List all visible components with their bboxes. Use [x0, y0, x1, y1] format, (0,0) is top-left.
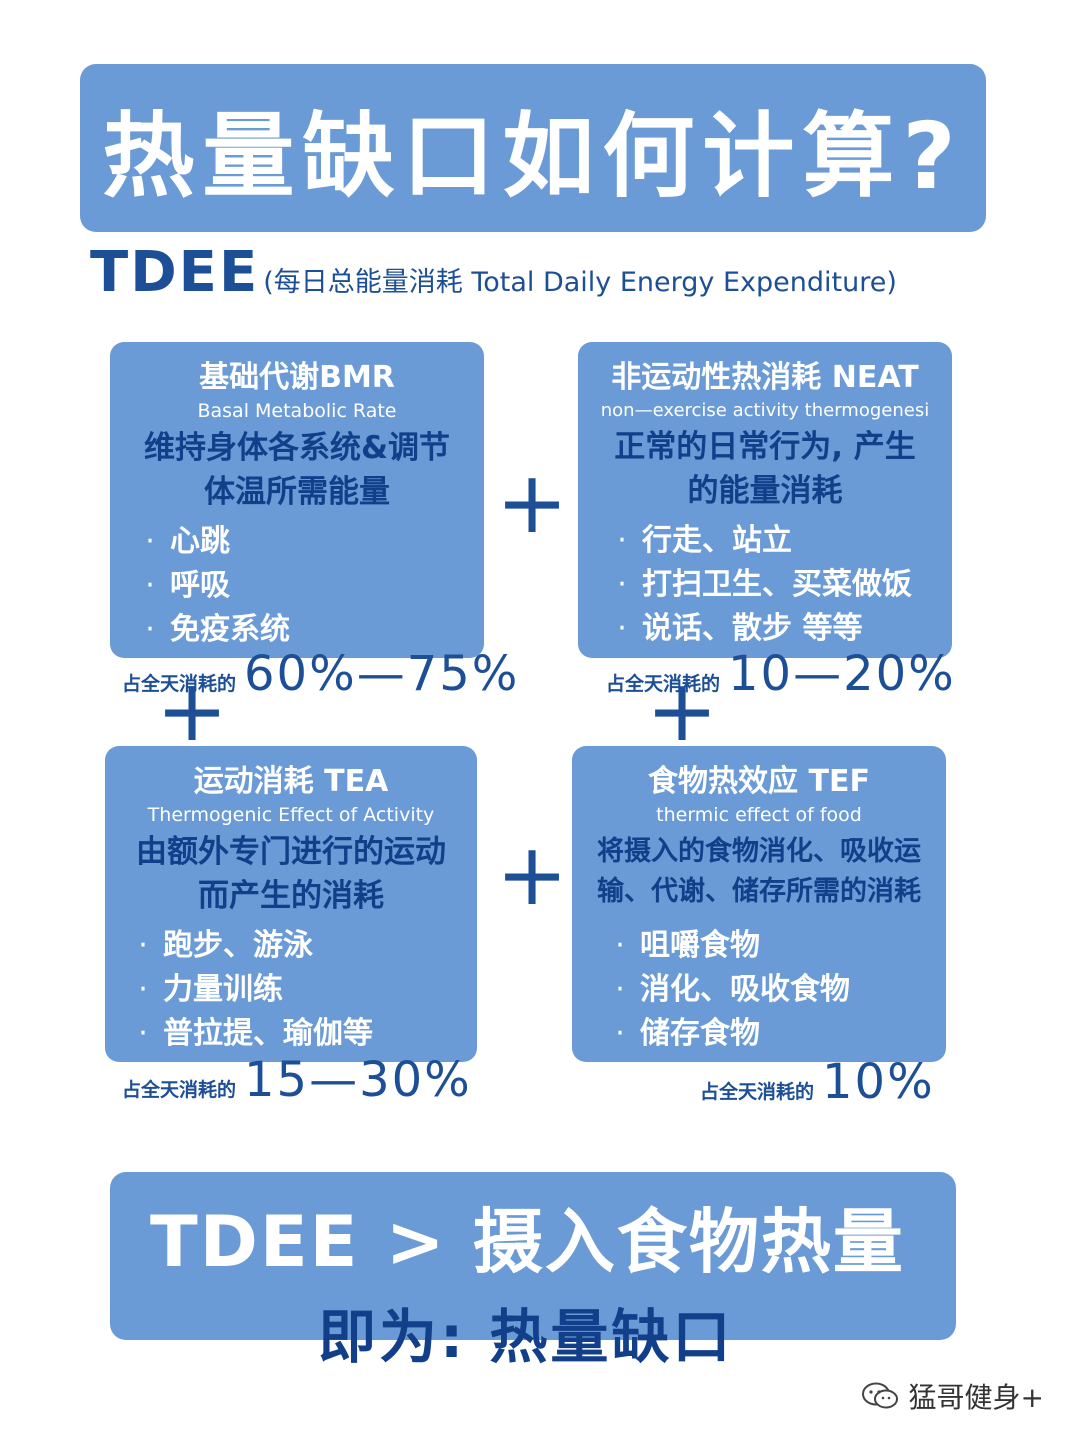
neat-title: 非运动性热消耗 NEAT: [611, 360, 919, 395]
bullet-text: 咀嚼食物: [640, 928, 760, 963]
bullet-dot: ·: [138, 928, 148, 963]
bullet-text: 说话、散步 等等: [642, 611, 863, 646]
list-item: · 力量训练: [123, 968, 477, 1012]
list-item: · 心跳: [130, 520, 484, 564]
tef-share: 占全天消耗的 10%: [700, 1054, 935, 1110]
bmr-card: 基础代谢BMR Basal Metabolic Rate 维持身体各系统&调节 …: [110, 342, 484, 658]
page-title: 热量缺口如何计算?: [102, 102, 964, 210]
bmr-title: 基础代谢BMR: [199, 360, 395, 395]
tea-bullet-list: · 跑步、游泳 · 力量训练 · 普拉提、瑜伽等: [105, 924, 477, 1056]
tdee-abbr: TDEE: [90, 240, 260, 305]
neat-desc-line1: 正常的日常行为, 产生: [614, 429, 916, 465]
bmr-subtitle: Basal Metabolic Rate: [197, 400, 397, 422]
neat-bullet-list: · 行走、站立 · 打扫卫生、买菜做饭 · 说话、散步 等等: [578, 519, 952, 651]
tef-share-label: 占全天消耗的: [700, 1081, 815, 1103]
tea-share-value: 15—30%: [244, 1052, 472, 1108]
plus-sign-top: +: [496, 453, 569, 553]
bullet-dot: ·: [617, 567, 627, 602]
bullet-dot: ·: [617, 611, 627, 646]
conclusion-sub: 即为: 热量缺口: [318, 1303, 734, 1371]
bullet-text: 消化、吸收食物: [640, 972, 850, 1007]
bullet-dot: ·: [615, 1016, 625, 1051]
watermark: 猛哥健身+: [861, 1376, 1044, 1416]
tef-desc-line1: 将摄入的食物消化、吸收运: [597, 836, 921, 867]
bmr-desc-line1: 维持身体各系统&调节: [143, 430, 451, 466]
bullet-text: 打扫卫生、买菜做饭: [642, 567, 912, 602]
neat-share-value: 10—20%: [728, 646, 956, 702]
list-item: · 跑步、游泳: [123, 924, 477, 968]
list-item: · 说话、散步 等等: [602, 607, 952, 651]
bullet-dot: ·: [145, 612, 155, 647]
neat-card: 非运动性热消耗 NEAT non—exercise activity therm…: [578, 342, 952, 658]
tef-share-value: 10%: [822, 1054, 935, 1110]
neat-share-label: 占全天消耗的: [606, 673, 721, 695]
tef-bullet-list: · 咀嚼食物 · 消化、吸收食物 · 储存食物: [572, 924, 946, 1056]
bullet-dot: ·: [145, 524, 155, 559]
tea-desc-line2: 而产生的消耗: [198, 878, 384, 914]
tea-title: 运动消耗 TEA: [193, 764, 389, 799]
list-item: · 咀嚼食物: [600, 924, 946, 968]
tef-desc-line2: 输、代谢、储存所需的消耗: [597, 876, 921, 907]
tea-card: 运动消耗 TEA Thermogenic Effect of Activity …: [105, 746, 477, 1062]
bullet-text: 跑步、游泳: [163, 928, 313, 963]
bullet-dot: ·: [138, 972, 148, 1007]
bullet-text: 储存食物: [640, 1016, 760, 1051]
list-item: · 消化、吸收食物: [600, 968, 946, 1012]
neat-subtitle: non—exercise activity thermogenesi: [600, 400, 930, 421]
wechat-icon: [861, 1382, 898, 1409]
bullet-text: 力量训练: [163, 972, 283, 1007]
tea-desc-line1: 由额外专门进行的运动: [136, 834, 446, 870]
list-item: · 普拉提、瑜伽等: [123, 1012, 477, 1056]
list-item: · 行走、站立: [602, 519, 952, 563]
neat-desc-line2: 的能量消耗: [687, 473, 843, 509]
conclusion-main: TDEE > 摄入食物热量: [150, 1201, 905, 1283]
list-item: · 储存食物: [600, 1012, 946, 1056]
bmr-share-label: 占全天消耗的: [122, 673, 237, 695]
bmr-share: 占全天消耗的 60%—75%: [122, 646, 519, 702]
tdee-full-name: (每日总能量消耗 Total Daily Energy Expenditure): [263, 267, 897, 298]
tea-share: 占全天消耗的 15—30%: [122, 1052, 472, 1108]
bullet-text: 呼吸: [170, 568, 230, 603]
plus-sign-middle: +: [496, 825, 569, 925]
bmr-desc-line2: 体温所需能量: [204, 474, 390, 510]
title-banner: 热量缺口如何计算?: [80, 64, 986, 232]
bullet-text: 普拉提、瑜伽等: [163, 1016, 373, 1051]
list-item: · 呼吸: [130, 564, 484, 608]
bmr-share-value: 60%—75%: [244, 646, 520, 702]
tef-card: 食物热效应 TEF thermic effect of food 将摄入的食物消…: [572, 746, 946, 1062]
tef-title: 食物热效应 TEF: [648, 764, 870, 799]
bullet-dot: ·: [138, 1016, 148, 1051]
bullet-dot: ·: [615, 972, 625, 1007]
tea-subtitle: Thermogenic Effect of Activity: [147, 804, 435, 826]
bullet-dot: ·: [615, 928, 625, 963]
conclusion-box: TDEE > 摄入食物热量: [110, 1172, 956, 1340]
bullet-text: 免疫系统: [170, 612, 290, 647]
list-item: · 打扫卫生、买菜做饭: [602, 563, 952, 607]
bmr-bullet-list: · 心跳 · 呼吸 · 免疫系统: [110, 520, 484, 652]
tef-subtitle: thermic effect of food: [656, 804, 862, 826]
tdee-definition: TDEE (每日总能量消耗 Total Daily Energy Expendi…: [90, 240, 1040, 310]
plus-sign-left: +: [156, 661, 229, 761]
bullet-dot: ·: [617, 523, 627, 558]
bullet-dot: ·: [145, 568, 155, 603]
bullet-text: 心跳: [170, 524, 230, 559]
list-item: · 免疫系统: [130, 608, 484, 652]
plus-sign-right: +: [646, 661, 719, 761]
tea-share-label: 占全天消耗的: [122, 1079, 237, 1101]
neat-share: 占全天消耗的 10—20%: [606, 646, 956, 702]
watermark-text: 猛哥健身+: [908, 1381, 1044, 1414]
bullet-text: 行走、站立: [642, 523, 792, 558]
